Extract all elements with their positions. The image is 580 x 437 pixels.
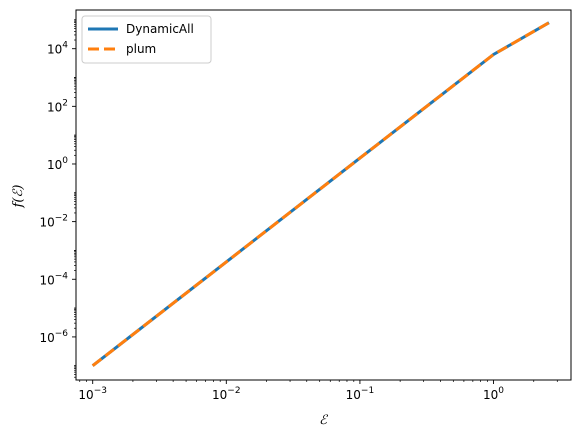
- y-tick-label: 10−2: [39, 214, 68, 230]
- y-tick-label: 10−6: [39, 329, 68, 345]
- legend-label-plum: plum: [126, 42, 156, 56]
- series-layer: [91, 21, 550, 367]
- y-tick-label: 10−4: [39, 271, 68, 287]
- y-tick-label: 100: [47, 156, 68, 172]
- x-tick-label: 10−2: [212, 386, 241, 402]
- plot-frame: [75, 9, 572, 381]
- x-tick-label: 100: [483, 386, 504, 402]
- x-axis-label: ℰ: [319, 413, 328, 428]
- y-axis: 10−6 10−4 10−2 100 102 104: [39, 19, 76, 378]
- y-tick-label: 102: [47, 98, 68, 114]
- plot-area: [76, 10, 571, 380]
- x-tick-label: 10−1: [346, 386, 375, 402]
- x-axis: 10−3 10−2 10−1 100: [78, 380, 558, 402]
- y-axis-label: f(ℰ): [11, 185, 26, 209]
- x-tick-label: 10−3: [78, 386, 107, 402]
- legend-label-dynamicall: DynamicAll: [126, 22, 194, 36]
- y-tick-label: 104: [47, 41, 68, 57]
- legend: DynamicAll plum: [81, 15, 212, 64]
- series-line-plum: [91, 21, 550, 367]
